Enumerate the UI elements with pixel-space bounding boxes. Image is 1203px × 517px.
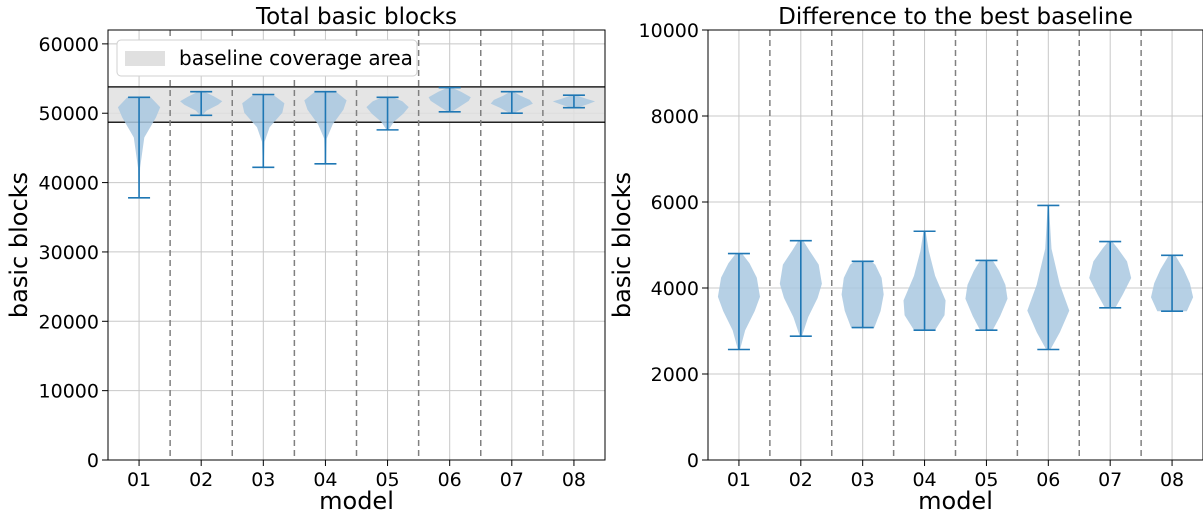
x-tick-label: 04 — [912, 469, 936, 491]
y-tick-labels: 0 2000 4000 6000 8000 10000 — [639, 20, 708, 472]
group-separators — [169, 30, 544, 460]
x-tick-label: 06 — [438, 469, 462, 491]
violin-02 — [779, 239, 822, 337]
x-tick-label: 07 — [1098, 469, 1122, 491]
y-tick-label: 0 — [87, 450, 99, 472]
x-tick-label: 08 — [1160, 469, 1184, 491]
violin-02 — [180, 90, 223, 117]
y-tick-label: 6000 — [651, 192, 699, 214]
violin-07 — [1089, 240, 1132, 309]
y-tick-label: 20000 — [39, 311, 99, 333]
x-tick-label: 05 — [974, 469, 998, 491]
x-tick-label: 01 — [727, 469, 751, 491]
x-tick-label: 06 — [1036, 469, 1060, 491]
x-tick-label: 02 — [789, 469, 813, 491]
x-tick-label: 07 — [500, 469, 524, 491]
violin-03 — [242, 93, 285, 169]
legend-swatch-baseline — [125, 51, 165, 66]
y-tick-label: 0 — [687, 450, 699, 472]
chart-title: Difference to the best baseline — [778, 4, 1133, 30]
violin-03 — [841, 260, 884, 329]
y-tick-label: 60000 — [39, 34, 99, 56]
x-tick-labels: 01 02 03 04 05 06 07 08 — [127, 460, 586, 491]
y-tick-label: 4000 — [651, 278, 699, 300]
x-axis-label: model — [319, 487, 394, 515]
y-tick-label: 10000 — [39, 381, 99, 403]
violin-04 — [304, 90, 347, 165]
x-tick-label: 02 — [189, 469, 213, 491]
y-axis-label: basic blocks — [608, 172, 636, 318]
violin-06 — [1027, 204, 1070, 351]
group-separators — [769, 30, 1142, 460]
y-tick-label: 8000 — [651, 106, 699, 128]
x-tick-label: 04 — [313, 469, 337, 491]
violin-08 — [552, 94, 596, 109]
violin-07 — [490, 90, 533, 115]
x-tick-label: 03 — [851, 469, 875, 491]
y-tick-label: 40000 — [39, 173, 99, 195]
x-tick-label: 05 — [375, 469, 399, 491]
violin-01 — [717, 252, 760, 351]
x-tick-label: 03 — [251, 469, 275, 491]
violin-04 — [903, 230, 946, 331]
plot-frame — [107, 29, 606, 461]
violin-05 — [965, 259, 1008, 331]
legend-label-baseline: baseline coverage area — [179, 46, 413, 70]
y-tick-label: 2000 — [651, 364, 699, 386]
y-axis-label: basic blocks — [5, 172, 33, 318]
legend: baseline coverage area — [116, 39, 418, 77]
x-tick-labels: 01 02 03 04 05 06 07 08 — [727, 460, 1184, 491]
chart-total-basic-blocks: 0 10000 20000 30000 40000 50000 60000 01 02 03 04… — [5, 4, 606, 515]
y-tick-label: 50000 — [39, 103, 99, 125]
violins — [717, 204, 1194, 351]
x-tick-label: 08 — [562, 469, 586, 491]
y-tick-label: 10000 — [639, 20, 699, 42]
x-axis-label: model — [918, 487, 993, 515]
violin-06 — [428, 86, 471, 113]
plot-frame — [707, 29, 1203, 461]
violin-08 — [1151, 254, 1194, 313]
x-tick-label: 01 — [127, 469, 151, 491]
violin-05 — [366, 96, 409, 131]
legend-box — [116, 39, 418, 77]
violins — [117, 86, 596, 199]
chart-title: Total basic blocks — [255, 4, 457, 30]
y-tick-labels: 0 10000 20000 30000 40000 50000 60000 — [39, 34, 108, 472]
violin-01 — [117, 96, 161, 199]
y-tick-label: 30000 — [39, 242, 99, 264]
